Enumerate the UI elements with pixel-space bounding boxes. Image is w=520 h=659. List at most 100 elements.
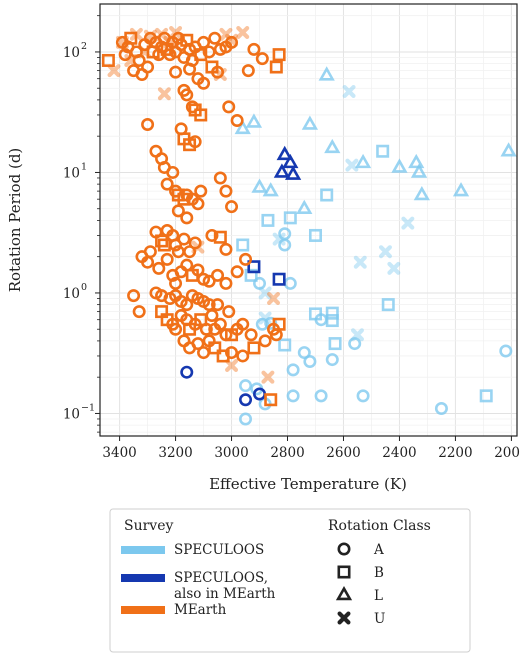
legend-marker-cross xyxy=(337,611,351,625)
data-point-circle xyxy=(199,322,213,336)
data-point-circle xyxy=(171,31,185,45)
data-point-circle xyxy=(239,393,253,407)
data-point-cross xyxy=(191,240,205,254)
data-point-triangle xyxy=(408,153,425,169)
data-point-cross xyxy=(258,311,272,325)
data-point-circle xyxy=(171,204,185,218)
data-point-circle xyxy=(325,353,339,367)
data-point-circle xyxy=(255,52,269,66)
y-tick-label: 10 xyxy=(63,286,80,302)
data-point-circle xyxy=(239,412,253,426)
data-point-square xyxy=(124,31,138,45)
data-point-circle xyxy=(348,337,362,351)
data-point-circle xyxy=(219,184,233,198)
data-point-circle xyxy=(188,135,202,149)
y-tick-exponent: 2 xyxy=(81,41,87,52)
data-point-triangle xyxy=(234,119,251,135)
data-point-circle xyxy=(166,165,180,179)
data-point-circle xyxy=(211,268,225,282)
data-point-square xyxy=(325,314,339,328)
data-point-square xyxy=(308,228,322,242)
data-point-circle xyxy=(205,308,219,322)
data-point-circle xyxy=(180,298,194,312)
legend-class-title: Rotation Class xyxy=(328,518,431,534)
data-point-square xyxy=(194,108,208,122)
data-point-square xyxy=(320,188,334,202)
y-tick-label: 10 xyxy=(63,45,80,61)
data-point-square xyxy=(272,48,286,62)
legend-survey-label: also in MEarth xyxy=(174,586,276,602)
data-point-square xyxy=(208,341,222,355)
data-point-cross xyxy=(258,286,272,300)
data-point-circle xyxy=(213,317,227,331)
data-point-cross xyxy=(401,216,415,230)
data-point-circle xyxy=(297,346,311,360)
data-point-circle xyxy=(183,245,197,259)
data-point-circle xyxy=(211,65,225,79)
y-tick-label: 10 xyxy=(63,165,80,181)
data-point-circle xyxy=(152,261,166,275)
data-point-circle xyxy=(225,346,239,360)
data-point-cross xyxy=(138,45,152,59)
data-point-circle xyxy=(253,276,267,290)
data-point-circle xyxy=(283,276,297,290)
data-point-triangle xyxy=(391,158,408,173)
data-point-cross xyxy=(143,29,157,43)
data-point-circle xyxy=(258,334,272,348)
data-point-cross xyxy=(378,245,392,259)
data-point-square xyxy=(101,53,115,67)
data-point-square xyxy=(376,144,390,158)
legend-swatch xyxy=(121,574,165,582)
data-point-cross xyxy=(157,87,171,101)
data-point-circle xyxy=(499,344,513,358)
data-point-square xyxy=(213,230,227,244)
data-point-square xyxy=(244,268,258,282)
legend-class-label: B xyxy=(374,565,384,581)
x-tick-label: 2800 xyxy=(270,445,304,461)
data-point-square xyxy=(479,389,493,403)
legend-survey-title: Survey xyxy=(124,518,173,534)
data-point-circle xyxy=(191,197,205,211)
data-point-circle xyxy=(244,328,258,342)
grid xyxy=(100,4,517,436)
data-point-triangle xyxy=(296,199,313,214)
data-point-circle xyxy=(434,401,448,415)
x-tick-label: 2400 xyxy=(382,445,416,461)
data-point-circle xyxy=(169,322,183,336)
x-tick-label: 3000 xyxy=(214,445,248,461)
legend: Survey Rotation Class SPECULOOS SPECULOOS… xyxy=(109,508,471,653)
data-point-circle xyxy=(219,276,233,290)
data-point-circle xyxy=(197,76,211,90)
data-point-circle xyxy=(239,379,253,393)
data-point-circle xyxy=(169,65,183,79)
data-point-circle xyxy=(177,232,191,246)
data-point-circle xyxy=(236,317,250,331)
data-point-square xyxy=(247,260,261,274)
series-2 xyxy=(101,26,286,407)
data-point-circle xyxy=(169,238,183,252)
data-point-cross xyxy=(350,328,364,342)
data-point-circle xyxy=(141,255,155,269)
legend-class-label: A xyxy=(373,542,384,558)
data-point-triangle xyxy=(452,182,470,197)
legend-class-label: U xyxy=(374,611,385,627)
y-axis-label: Rotation Period (d) xyxy=(6,148,24,293)
data-point-circle xyxy=(141,118,155,132)
data-point-circle xyxy=(180,211,194,225)
data-point-square xyxy=(247,341,261,355)
data-point-square xyxy=(261,213,275,227)
data-point-circle xyxy=(247,42,261,56)
series-0 xyxy=(234,66,517,426)
data-point-circle xyxy=(303,354,317,368)
data-point-triangle xyxy=(251,178,268,193)
data-point-cross xyxy=(219,27,233,41)
data-point-circle xyxy=(197,35,211,49)
data-point-square xyxy=(308,307,322,321)
data-point-circle xyxy=(356,389,370,403)
data-point-circle xyxy=(222,100,236,114)
series-1 xyxy=(180,145,302,407)
data-point-square xyxy=(264,393,278,407)
data-point-circle xyxy=(208,31,222,45)
data-point-triangle xyxy=(276,145,293,161)
